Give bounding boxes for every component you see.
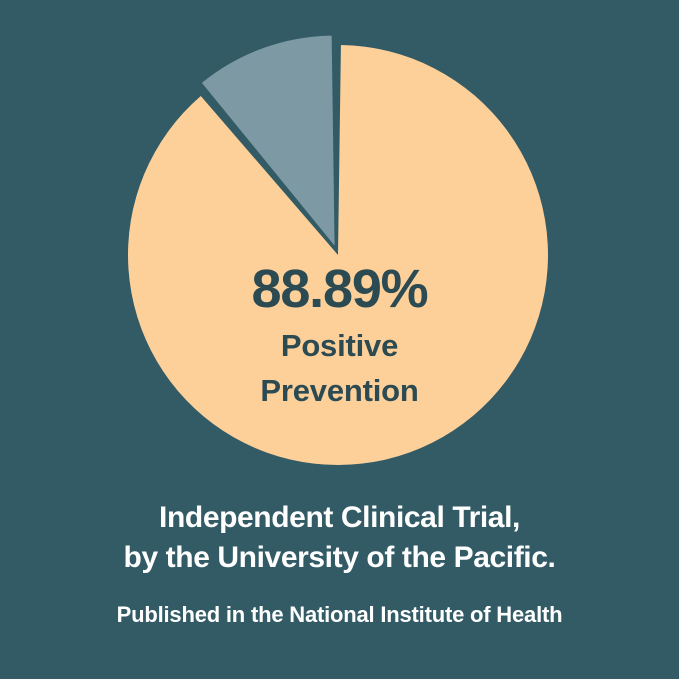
pie-chart: 88.89% Positive Prevention — [127, 35, 548, 465]
pie-slice-other — [201, 35, 335, 246]
subline: Published in the National Institute of H… — [116, 601, 563, 627]
pie-chart-svg — [127, 35, 548, 465]
pie-slices — [127, 35, 548, 465]
headline-line2: by the University of the Pacific. — [123, 540, 556, 574]
headline: Independent Clinical Trial, by the Unive… — [0, 498, 679, 578]
headline-line1: Independent Clinical Trial, — [159, 501, 520, 534]
caption-block: Independent Clinical Trial, by the Unive… — [0, 498, 679, 629]
pie-slice-positive-prevention — [127, 45, 548, 465]
